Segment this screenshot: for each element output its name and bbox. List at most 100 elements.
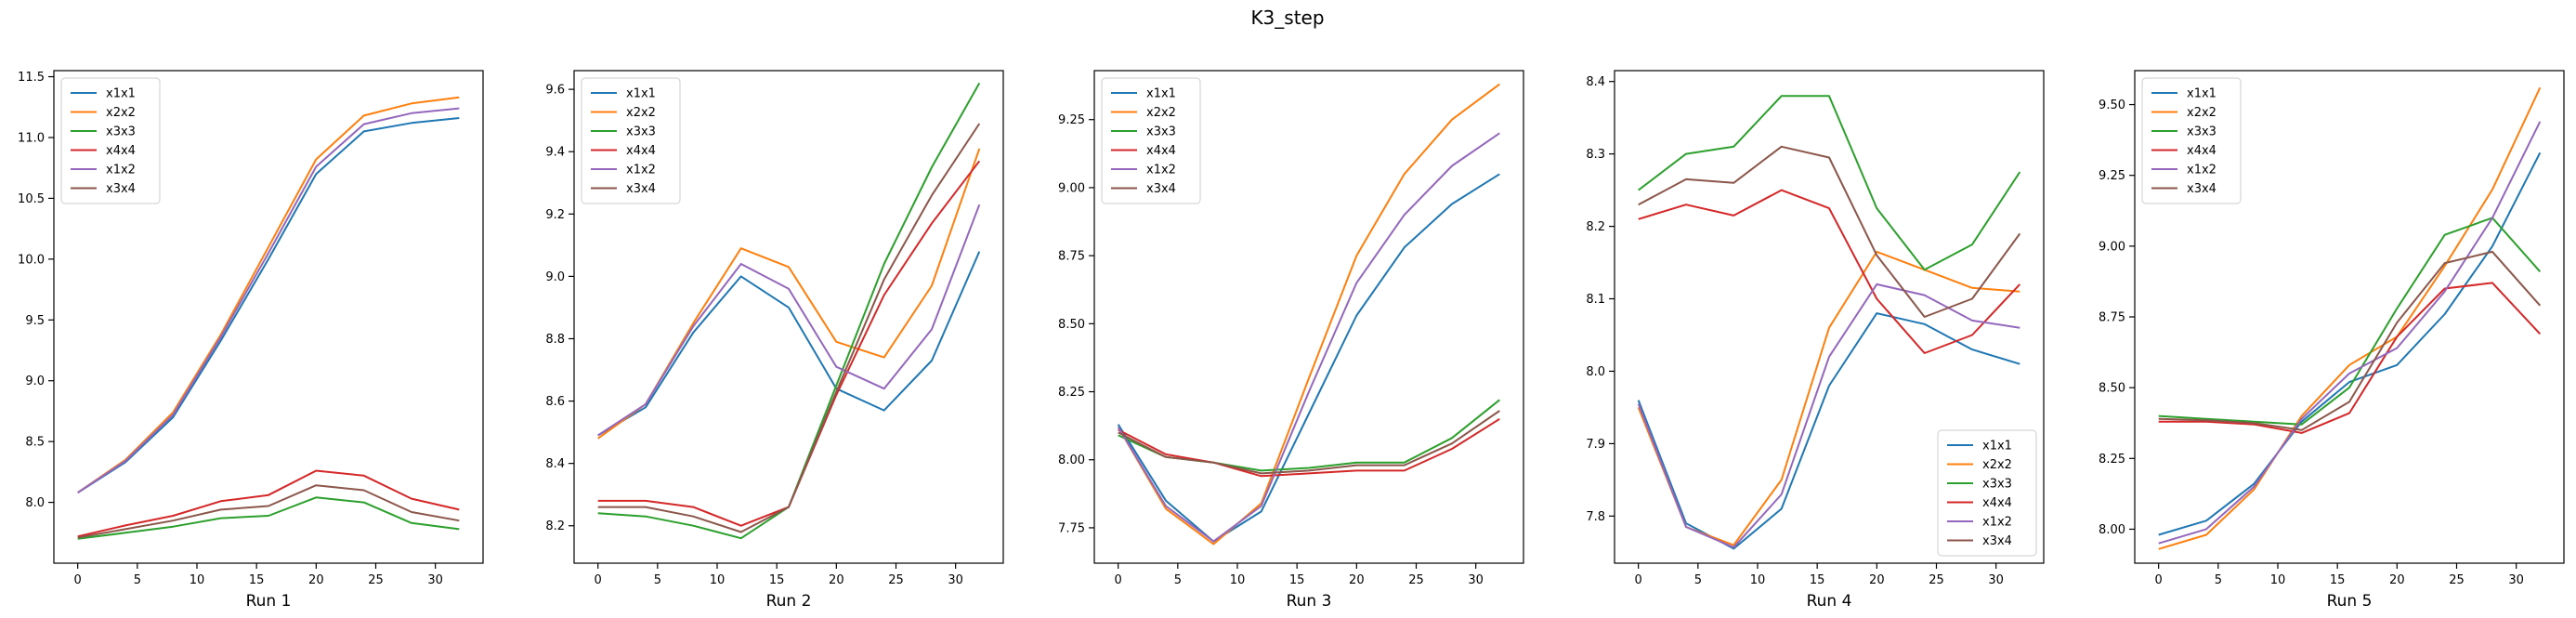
y-tick-label: 9.2	[545, 208, 565, 222]
series-line-x3x4	[1638, 145, 2021, 318]
y-tick-label: 7.75	[1058, 521, 1085, 535]
y-tick-label: 8.00	[2099, 523, 2125, 537]
legend-label: x4x4	[1146, 144, 1176, 158]
x-tick-label: 10	[1750, 573, 1766, 587]
x-tick-label: 0	[595, 573, 602, 587]
x-tick-label: 20	[308, 573, 324, 587]
legend-label: x1x1	[106, 87, 136, 101]
y-tick-label: 9.25	[1058, 113, 1085, 127]
x-tick-label: 15	[1289, 573, 1305, 587]
legend-label: x1x2	[106, 164, 136, 178]
series-line-x1x1	[77, 117, 460, 493]
series-line-x1x1	[1117, 173, 1500, 543]
legend-label: x4x4	[1982, 496, 2012, 510]
series-line-x1x1	[597, 251, 981, 437]
subplot-4: 0 5 10 15 20 25 30 7.8 7.9 8.0 8.1 8.2 8.3 8.4 Run 4 x1…	[1586, 70, 2045, 611]
x-tick-label: 25	[368, 573, 384, 587]
legend-label: x1x2	[1146, 164, 1176, 178]
x-tick-label: 30	[1988, 573, 2004, 587]
subplot-5: 0 5 10 15 20 25 30 8.00 8.25 8.50 8.75 9.00 9.25 9.50…	[2099, 70, 2565, 611]
x-tick-label: 0	[1635, 573, 1642, 587]
axes-frame	[573, 70, 1004, 564]
y-tick-label: 8.75	[2099, 311, 2125, 325]
legend-box	[60, 77, 161, 204]
legend-label: x2x2	[106, 106, 136, 120]
y-tick-label: 8.25	[1058, 386, 1085, 400]
subplot-3: 0 5 10 15 20 25 30 7.75 8.00 8.25 8.50 8.75 9.00 9.25…	[1058, 70, 1524, 611]
y-tick-label: 8.50	[1058, 318, 1085, 332]
x-tick-label: 20	[1869, 573, 1885, 587]
legend: x1x1 x2x2 x3x3 x4x4 x1x2 x3x4	[2141, 77, 2242, 204]
x-tick-label: 5	[134, 573, 141, 587]
series-line-x3x3	[1118, 399, 1500, 472]
x-tick-label: 20	[2389, 573, 2405, 587]
legend-label: x3x3	[1146, 125, 1176, 139]
legend-label: x3x4	[2187, 182, 2216, 196]
y-tick-label: 10.0	[18, 253, 45, 267]
x-tick-label: 5	[654, 573, 661, 587]
legend: x1x1 x2x2 x3x3 x4x4 x1x2 x3x4	[60, 77, 161, 204]
y-tick-label: 8.8	[545, 333, 565, 347]
series-line-x3x4	[1118, 410, 1500, 475]
legend-label: x1x2	[2187, 164, 2216, 178]
legend-label: x2x2	[1146, 106, 1176, 120]
x-axis-label: Run 3	[1287, 592, 1332, 611]
y-tick-label: 7.8	[1586, 510, 1605, 524]
legend-box	[1937, 429, 2037, 557]
legend-label: x2x2	[626, 106, 656, 120]
legend-label: x3x4	[626, 182, 656, 196]
series-line-x2x2	[77, 96, 460, 493]
series-line-x3x3	[2158, 217, 2542, 426]
x-tick-label: 15	[2330, 573, 2346, 587]
axes-frame	[1093, 70, 1524, 564]
legend-box	[581, 77, 681, 204]
x-tick-label: 20	[1349, 573, 1365, 587]
y-tick-label: 8.0	[25, 496, 45, 510]
x-tick-label: 0	[1115, 573, 1122, 587]
y-tick-label: 9.00	[2099, 240, 2125, 254]
y-tick-label: 8.1	[1586, 293, 1605, 307]
x-tick-label: 25	[1408, 573, 1424, 587]
legend-label: x3x3	[626, 125, 656, 139]
legend-label: x3x4	[1146, 182, 1176, 196]
x-tick-label: 10	[2270, 573, 2286, 587]
legend-label: x1x1	[1146, 87, 1176, 101]
x-axis-label: Run 4	[1807, 592, 1852, 611]
series-line-x1x2	[1637, 283, 2020, 548]
x-tick-label: 5	[1174, 573, 1182, 587]
y-tick-label: 9.00	[1058, 181, 1085, 195]
y-tick-label: 9.25	[2099, 169, 2125, 183]
legend-label: x3x3	[1982, 478, 2012, 492]
series-line-x1x2	[77, 107, 460, 493]
x-tick-label: 0	[74, 573, 82, 587]
axes-frame	[1614, 70, 2045, 564]
y-tick-label: 9.50	[2099, 99, 2125, 112]
x-tick-label: 30	[1468, 573, 1484, 587]
x-tick-label: 25	[888, 573, 904, 587]
legend: x1x1 x2x2 x3x3 x4x4 x1x2 x3x4	[1101, 77, 1201, 204]
legend-box	[2141, 77, 2242, 204]
legend-label: x2x2	[2187, 106, 2216, 120]
series-line-x3x3	[77, 496, 460, 540]
x-axis-label: Run 5	[2327, 592, 2373, 611]
x-tick-label: 5	[2215, 573, 2222, 587]
y-tick-label: 8.4	[1586, 75, 1605, 89]
x-tick-label: 30	[427, 573, 443, 587]
axes-frame	[53, 70, 484, 564]
x-tick-label: 30	[948, 573, 963, 587]
legend-label: x4x4	[2187, 144, 2216, 158]
x-tick-label: 10	[710, 573, 726, 587]
x-tick-label: 30	[2508, 573, 2524, 587]
series-line-x1x2	[597, 204, 981, 437]
y-tick-label: 8.50	[2099, 382, 2125, 396]
legend-box	[1101, 77, 1201, 204]
legend: x1x1 x2x2 x3x3 x4x4 x1x2 x3x4	[1937, 429, 2037, 557]
series-line-x4x4	[1118, 417, 1500, 478]
y-tick-label: 9.5	[25, 314, 45, 328]
y-tick-label: 9.6	[545, 84, 565, 98]
legend-label: x1x1	[626, 87, 656, 101]
x-tick-label: 25	[1929, 573, 1944, 587]
x-axis-label: Run 1	[246, 592, 292, 611]
subplot-1: 0 5 10 15 20 25 30 8.0 8.5 9.0 9.5 10.0 10.5 11.0 11.5…	[18, 70, 484, 611]
